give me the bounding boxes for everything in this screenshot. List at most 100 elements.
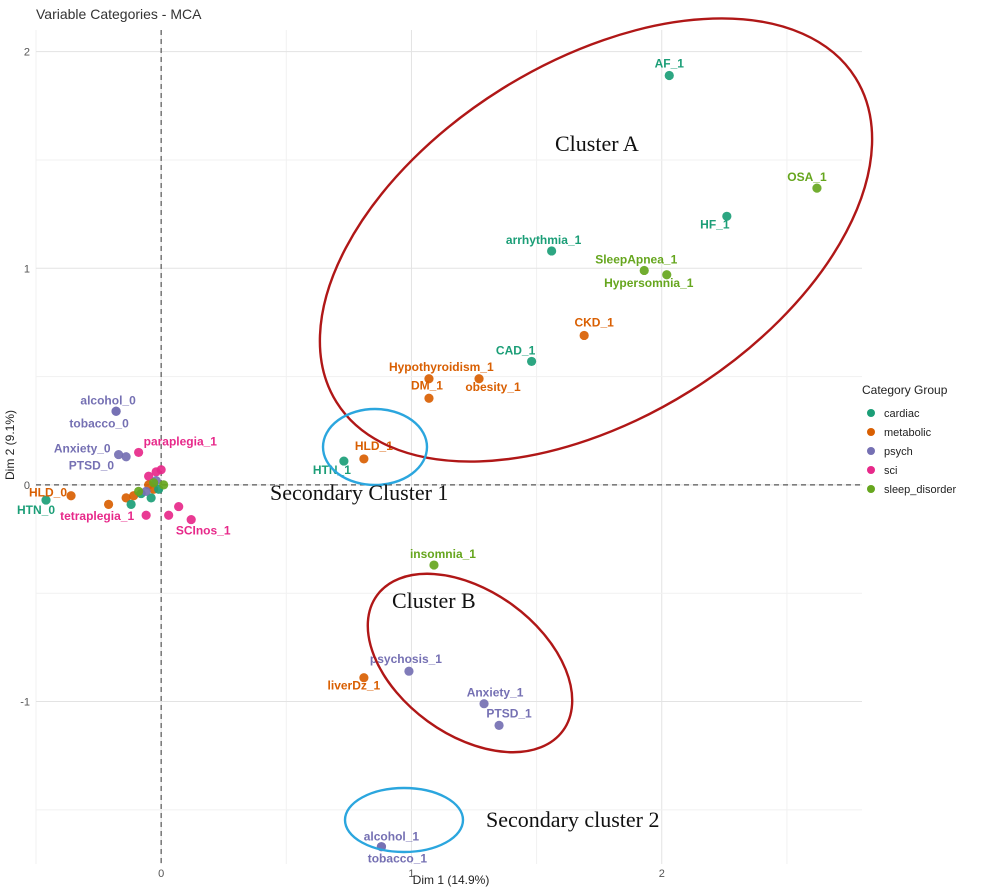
point-label-arrhythmia-1: arrhythmia_1	[506, 233, 582, 247]
point-anxiety-0	[114, 449, 124, 460]
point-hypersomnia-1	[662, 270, 672, 280]
point-af-1	[664, 70, 674, 81]
point-label-psychosis-1: psychosis_1	[370, 652, 442, 666]
point-unlabeled	[144, 471, 154, 481]
point-paraplegia-1	[134, 447, 144, 458]
x-tick-label: 0	[158, 868, 164, 880]
legend-swatch-sleep-disorder	[867, 485, 875, 493]
cluster-annotations: Cluster A Secondary Cluster 1 Cluster B …	[270, 17, 874, 854]
point-liverdz-1	[359, 673, 369, 683]
y-axis-title: Dim 2 (9.1%)	[3, 410, 17, 480]
point-unlabeled	[164, 510, 174, 520]
legend-label-cardiac: cardiac	[884, 408, 920, 420]
cluster-a-ellipse	[318, 17, 874, 463]
legend-swatch-sci	[867, 466, 875, 474]
point-htn-1	[339, 456, 349, 466]
point-label-liverdz-1: liverDz_1	[328, 679, 381, 693]
point-label-insomnia-1: insomnia_1	[410, 547, 476, 561]
legend-label-psych: psych	[884, 446, 913, 458]
point-unlabeled	[146, 493, 156, 503]
point-label-alcohol-1: alcohol_1	[364, 830, 420, 844]
point-label-dm-1: DM_1	[411, 378, 443, 392]
point-unlabeled	[141, 486, 151, 497]
point-unlabeled	[156, 465, 166, 475]
legend-label-metabolic: metabolic	[884, 427, 932, 439]
legend-swatch-psych	[867, 447, 875, 455]
point-hld-0	[66, 491, 76, 501]
secondary-cluster-2-label: Secondary cluster 2	[486, 807, 660, 832]
cluster-b-label: Cluster B	[392, 588, 476, 613]
x-tick-label: 1	[408, 868, 414, 880]
point-label-ckd-1: CKD_1	[574, 315, 614, 329]
y-tick-label: -1	[20, 697, 30, 709]
point-label-cad-1: CAD_1	[496, 343, 536, 357]
point-ckd-1	[579, 330, 589, 341]
point-unlabeled	[149, 478, 159, 488]
secondary-cluster-2-ellipse	[343, 786, 465, 854]
point-anxiety-1	[479, 699, 489, 709]
point-sleepapnea-1	[639, 265, 649, 276]
point-tobacco-0	[111, 406, 121, 416]
point-htn-0	[41, 495, 51, 505]
point-label-tetraplegia-1: tetraplegia_1	[60, 509, 134, 523]
point-label-af-1: AF_1	[655, 56, 685, 70]
point-dm-1	[424, 393, 434, 403]
point-label-hypersomnia-1: Hypersomnia_1	[604, 276, 694, 290]
point-label-tobacco-1: tobacco_1	[368, 852, 428, 866]
point-label-tobacco-0: tobacco_0	[69, 416, 129, 430]
point-label-obesity-1: obesity_1	[465, 380, 521, 394]
legend: Category Group cardiac metabolic psych sci s…	[862, 383, 956, 496]
point-label-anxiety-1: Anxiety_1	[467, 686, 524, 700]
legend-label-sci: sci	[884, 465, 897, 477]
y-tick-label: 1	[24, 263, 30, 275]
secondary-cluster-1-label: Secondary Cluster 1	[270, 480, 448, 505]
point-label-hf-1: HF_1	[700, 217, 730, 231]
point-label-anxiety-0: Anxiety_0	[54, 442, 111, 456]
point-unlabeled	[134, 486, 144, 497]
legend-label-sleep-disorder: sleep_disorder	[884, 484, 956, 496]
point-label-sleepapnea-1: SleepApnea_1	[595, 252, 677, 266]
legend-title: Category Group	[862, 383, 948, 397]
point-psychosis-1	[404, 666, 414, 676]
x-tick-label: 2	[659, 868, 665, 880]
point-hld-1	[359, 454, 369, 464]
chart-title: Variable Categories - MCA	[36, 6, 202, 22]
legend-swatch-cardiac	[867, 409, 875, 417]
reference-lines	[36, 30, 862, 864]
point-label-ptsd-0: PTSD_0	[69, 459, 115, 473]
point-tetraplegia-1	[141, 510, 151, 520]
point-hypothyroidism-1	[424, 374, 434, 384]
cluster-a-label: Cluster A	[555, 131, 639, 156]
point-label-osa-1: OSA_1	[787, 170, 827, 184]
point-label-scinos-1: SCInos_1	[176, 524, 231, 538]
point-ptsd-1	[494, 720, 504, 730]
point-unlabeled	[159, 480, 169, 490]
point-arrhythmia-1	[547, 246, 557, 256]
point-ptsd-0	[121, 452, 131, 462]
y-tick-label: 0	[24, 480, 30, 492]
point-labels: AF_1 OSA_1 HF_1 arrhythmia_1 SleepApnea_1 Hyp…	[17, 56, 827, 865]
point-label-ptsd-1: PTSD_1	[486, 706, 532, 720]
point-label-htn-0: HTN_0	[17, 503, 55, 517]
y-tick-label: 2	[24, 47, 30, 59]
point-unlabeled	[174, 501, 184, 512]
point-unlabeled	[126, 499, 136, 510]
x-axis-title: Dim 1 (14.9%)	[413, 873, 490, 887]
data-points	[41, 70, 822, 852]
point-unlabeled	[103, 499, 114, 510]
point-unlabeled	[121, 493, 131, 503]
point-osa-1	[812, 183, 822, 193]
point-hf-1	[722, 211, 732, 221]
secondary-cluster-1-ellipse	[321, 407, 429, 487]
point-scinos-1	[186, 514, 196, 525]
point-label-hypothyroidism-1: Hypothyroidism_1	[389, 360, 494, 374]
point-obesity-1	[474, 374, 484, 384]
point-cad-1	[527, 356, 537, 367]
point-label-alcohol-0: alcohol_0	[80, 393, 136, 407]
cluster-b-ellipse	[366, 572, 574, 754]
axis-ticks: 0 1 2 -1 0 1 2	[20, 47, 665, 880]
point-label-paraplegia-1: paraplegia_1	[144, 434, 218, 448]
point-insomnia-1	[429, 560, 439, 570]
